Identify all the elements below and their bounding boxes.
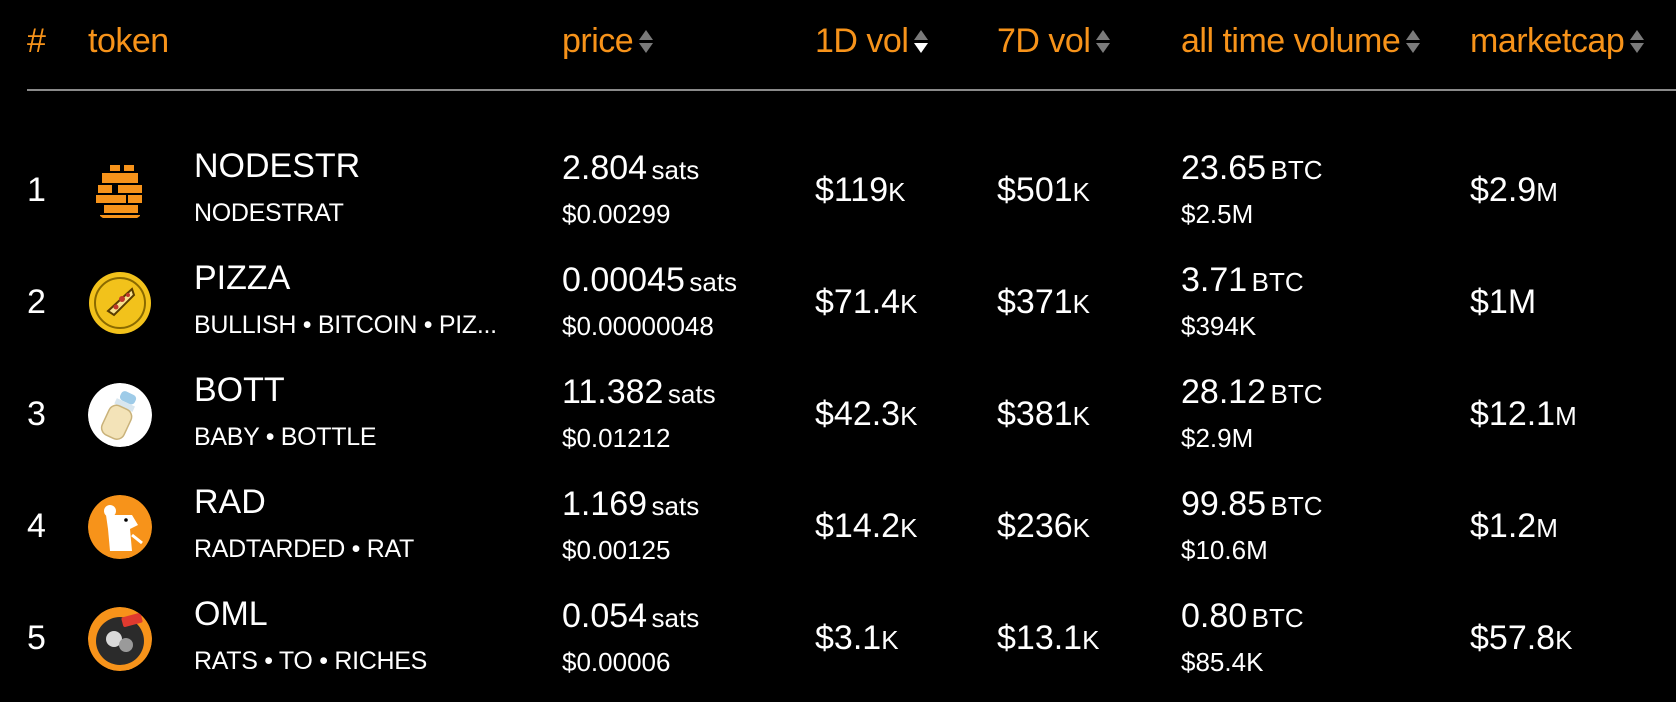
alltime-volume-usd: $394K	[1181, 311, 1257, 341]
volume-1d: $71.4K	[815, 283, 918, 321]
volume-1d: $14.2K	[815, 507, 918, 545]
token-column-header: token	[88, 22, 169, 60]
price-usd: $0.00006	[562, 647, 671, 677]
volume-1d: $119K	[815, 171, 906, 209]
token-name: RATS • TO • RICHES	[194, 647, 427, 675]
alltime-volume-usd: $10.6M	[1181, 535, 1268, 565]
token-ticker[interactable]: RAD	[194, 483, 266, 521]
alltime-volume-btc: 0.80 BTC	[1181, 597, 1304, 635]
table-header: # token price 1D vol 7D vol all time vol…	[0, 0, 1676, 90]
rank-number: 2	[27, 283, 46, 321]
table-row[interactable]: 1 NODESTR NODESTRAT 2.804 sats $0.00299 …	[0, 133, 1676, 245]
alltime-volume-btc: 28.12 BTC	[1181, 373, 1323, 411]
sort-desc-icon	[914, 30, 929, 53]
price-header-label: price	[562, 22, 634, 60]
marketcap-value: $12.1M	[1470, 395, 1577, 433]
rank-number: 4	[27, 507, 46, 545]
token-name: BULLISH • BITCOIN • PIZ...	[194, 311, 497, 339]
alltime-header-label: all time volume	[1181, 22, 1401, 60]
baby-bottle-icon	[88, 383, 152, 447]
sort-icon	[639, 30, 654, 53]
volume-1d: $42.3K	[815, 395, 918, 433]
volume-7d: $13.1K	[997, 619, 1100, 657]
price-usd: $0.00125	[562, 535, 671, 565]
alltime-volume-usd: $2.5M	[1181, 199, 1254, 229]
volume-1d: $3.1K	[815, 619, 899, 657]
price-sats: 11.382 sats	[562, 373, 716, 411]
volume-7d: $501K	[997, 171, 1090, 209]
volume-7d: $236K	[997, 507, 1090, 545]
marketcap-value: $57.8K	[1470, 619, 1573, 657]
rat-icon	[88, 495, 152, 559]
table-row[interactable]: 5 OML RATS • TO • RICHES 0.054 sats $0.0…	[0, 581, 1676, 693]
table-row[interactable]: 2 PIZZA BULLISH • BITCOIN • PIZ... 0.000…	[0, 245, 1676, 357]
price-sort-header[interactable]: price	[562, 22, 654, 61]
table-row[interactable]: 4 RAD RADTARDED • RAT 1.169 sats $0.0012…	[0, 469, 1676, 581]
header-divider	[27, 89, 1676, 91]
token-name: BABY • BOTTLE	[194, 423, 377, 451]
token-ticker[interactable]: NODESTR	[194, 147, 361, 185]
marketcap-value: $2.9M	[1470, 171, 1558, 209]
marketcap-sort-header[interactable]: marketcap	[1470, 22, 1645, 61]
price-sats: 0.054 sats	[562, 597, 700, 635]
rank-number: 3	[27, 395, 46, 433]
table-row[interactable]: 3 BOTT BABY • BOTTLE 11.382 sats $0.0121…	[0, 357, 1676, 469]
vol7d-header-label: 7D vol	[997, 22, 1091, 60]
rank-number: 1	[27, 171, 46, 209]
token-ticker[interactable]: OML	[194, 595, 268, 633]
alltime-volume-btc: 23.65 BTC	[1181, 149, 1323, 187]
price-usd: $0.01212	[562, 423, 671, 453]
token-name: NODESTRAT	[194, 199, 344, 227]
pizza-coin-icon	[88, 271, 152, 335]
price-usd: $0.00299	[562, 199, 671, 229]
rank-column-header: #	[27, 22, 46, 60]
token-name: RADTARDED • RAT	[194, 535, 414, 563]
oml-logo-icon	[88, 607, 152, 671]
marketcap-value: $1.2M	[1470, 507, 1558, 545]
rank-number: 5	[27, 619, 46, 657]
sort-icon	[1406, 30, 1421, 53]
alltime-volume-usd: $2.9M	[1181, 423, 1254, 453]
alltime-volume-btc: 99.85 BTC	[1181, 485, 1323, 523]
price-usd: $0.00000048	[562, 311, 714, 341]
sort-icon	[1630, 30, 1645, 53]
vol1d-sort-header[interactable]: 1D vol	[815, 22, 929, 61]
price-sats: 0.00045 sats	[562, 261, 738, 299]
token-ticker[interactable]: BOTT	[194, 371, 285, 409]
token-ticker[interactable]: PIZZA	[194, 259, 291, 297]
volume-7d: $381K	[997, 395, 1090, 433]
marketcap-value: $1M	[1470, 283, 1537, 321]
volume-7d: $371K	[997, 283, 1090, 321]
sort-icon	[1096, 30, 1111, 53]
vol7d-sort-header[interactable]: 7D vol	[997, 22, 1111, 61]
price-sats: 1.169 sats	[562, 485, 700, 523]
marketcap-header-label: marketcap	[1470, 22, 1625, 60]
alltime-volume-btc: 3.71 BTC	[1181, 261, 1304, 299]
alltime-volume-sort-header[interactable]: all time volume	[1181, 22, 1421, 61]
nodestrat-logo-icon	[88, 159, 152, 223]
vol1d-header-label: 1D vol	[815, 22, 909, 60]
alltime-volume-usd: $85.4K	[1181, 647, 1264, 677]
price-sats: 2.804 sats	[562, 149, 700, 187]
